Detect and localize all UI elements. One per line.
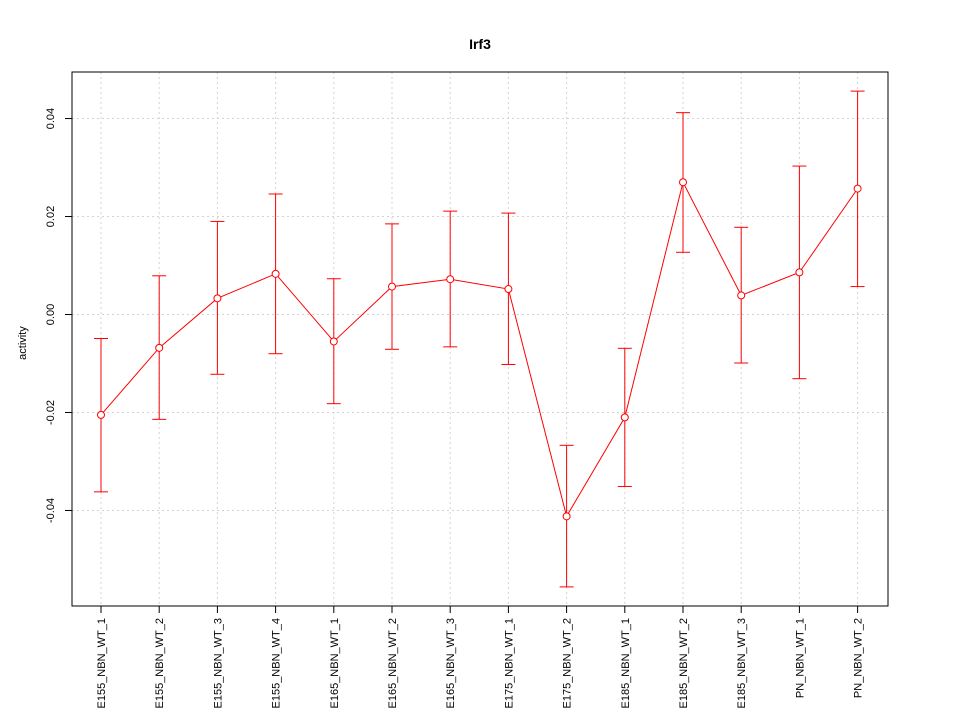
data-point [562,512,571,521]
data-point [620,413,629,422]
data-point [853,184,862,193]
data-point [737,291,746,300]
data-point [271,269,280,278]
grid [72,72,888,606]
x-tick-label: E175_NBN_WT_2 [562,618,574,709]
x-tick-label: PN_NBN_WT_1 [794,618,806,698]
y-tick-label: 0.02 [45,206,57,227]
data-point [679,178,687,187]
y-axis-label: activity [17,326,29,360]
x-tick-label: E155_NBN_WT_2 [154,618,166,709]
data-point [97,410,105,419]
series-line [100,180,859,518]
series [94,90,865,588]
x-tick-label: E165_NBN_WT_1 [329,618,341,709]
y-tick-label: -0.04 [45,498,57,523]
x-tick-label: E165_NBN_WT_2 [387,618,399,709]
x-axis: E155_NBN_WT_1 E155_NBN_WT_2 E155_NBN_WT_3 E… [96,606,865,709]
y-axis: -0.04 -0.02 0.00 0.02 0.04 [45,108,72,523]
x-tick-label: E175_NBN_WT_1 [503,618,515,709]
chart-title: Irf3 [469,36,491,52]
plot-frame [71,71,889,607]
data-point [795,268,804,277]
y-tick-label: 0.00 [45,304,57,325]
x-tick-label: E165_NBN_WT_3 [445,618,457,709]
data-point [504,285,513,294]
data-point [155,343,164,352]
data-point [213,294,222,303]
data-point [329,337,338,346]
x-tick-label: PN_NBN_WT_2 [853,618,865,698]
data-point [446,275,455,284]
x-tick-label: E185_NBN_WT_2 [678,618,690,709]
x-tick-label: E155_NBN_WT_4 [271,618,283,709]
y-tick-label: -0.02 [45,400,57,425]
x-tick-label: E155_NBN_WT_3 [212,618,224,709]
x-tick-label: E185_NBN_WT_1 [620,618,632,709]
y-tick-label: 0.04 [45,108,57,129]
x-tick-label: E155_NBN_WT_1 [96,618,108,709]
data-point [388,282,396,291]
x-tick-label: E185_NBN_WT_3 [736,618,748,709]
